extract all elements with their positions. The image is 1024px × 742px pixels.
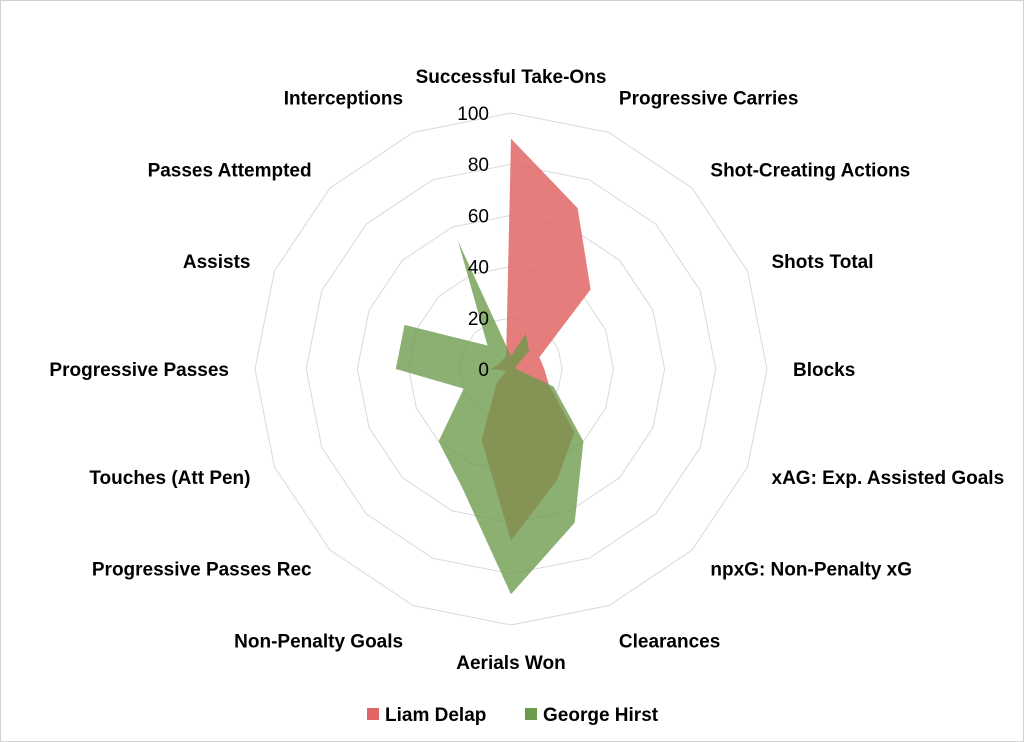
category-label-10: Progressive Passes Rec bbox=[92, 559, 312, 580]
legend-swatch-george-hirst bbox=[525, 708, 537, 720]
category-label-8: Aerials Won bbox=[456, 653, 565, 674]
category-label-11: Touches (Att Pen) bbox=[89, 468, 250, 489]
tick-label-0: 0 bbox=[478, 360, 489, 381]
category-label-9: Non-Penalty Goals bbox=[234, 632, 403, 653]
category-label-4: Blocks bbox=[793, 360, 855, 381]
category-label-7: Clearances bbox=[619, 632, 720, 653]
category-label-13: Assists bbox=[183, 252, 251, 273]
legend-swatch-liam-delap bbox=[367, 708, 379, 720]
series-area-george-hirst bbox=[395, 241, 584, 595]
category-labels: Successful Take-Ons Progressive Carries Sh… bbox=[49, 67, 1004, 674]
category-label-2: Shot-Creating Actions bbox=[710, 161, 910, 182]
category-label-3: Shots Total bbox=[772, 252, 874, 273]
category-label-1: Progressive Carries bbox=[619, 89, 799, 110]
category-label-15: Interceptions bbox=[284, 89, 403, 110]
legend: Liam Delap George Hirst bbox=[367, 705, 659, 726]
category-label-6: npxG: Non-Penalty xG bbox=[710, 559, 912, 580]
tick-label-100: 100 bbox=[457, 104, 489, 125]
category-label-5: xAG: Exp. Assisted Goals bbox=[772, 468, 1005, 489]
legend-label-liam-delap: Liam Delap bbox=[385, 705, 486, 726]
tick-label-20: 20 bbox=[468, 309, 489, 330]
category-label-14: Passes Attempted bbox=[148, 161, 312, 182]
tick-label-80: 80 bbox=[468, 155, 489, 176]
tick-labels: 0 20 40 60 80 100 bbox=[457, 104, 489, 381]
grid-ring-100 bbox=[254, 112, 768, 626]
tick-label-60: 60 bbox=[468, 206, 489, 227]
tick-label-40: 40 bbox=[468, 258, 489, 279]
category-label-0: Successful Take-Ons bbox=[416, 67, 607, 88]
category-label-12: Progressive Passes bbox=[49, 360, 229, 381]
legend-label-george-hirst: George Hirst bbox=[543, 705, 659, 726]
series-layer bbox=[395, 138, 591, 595]
